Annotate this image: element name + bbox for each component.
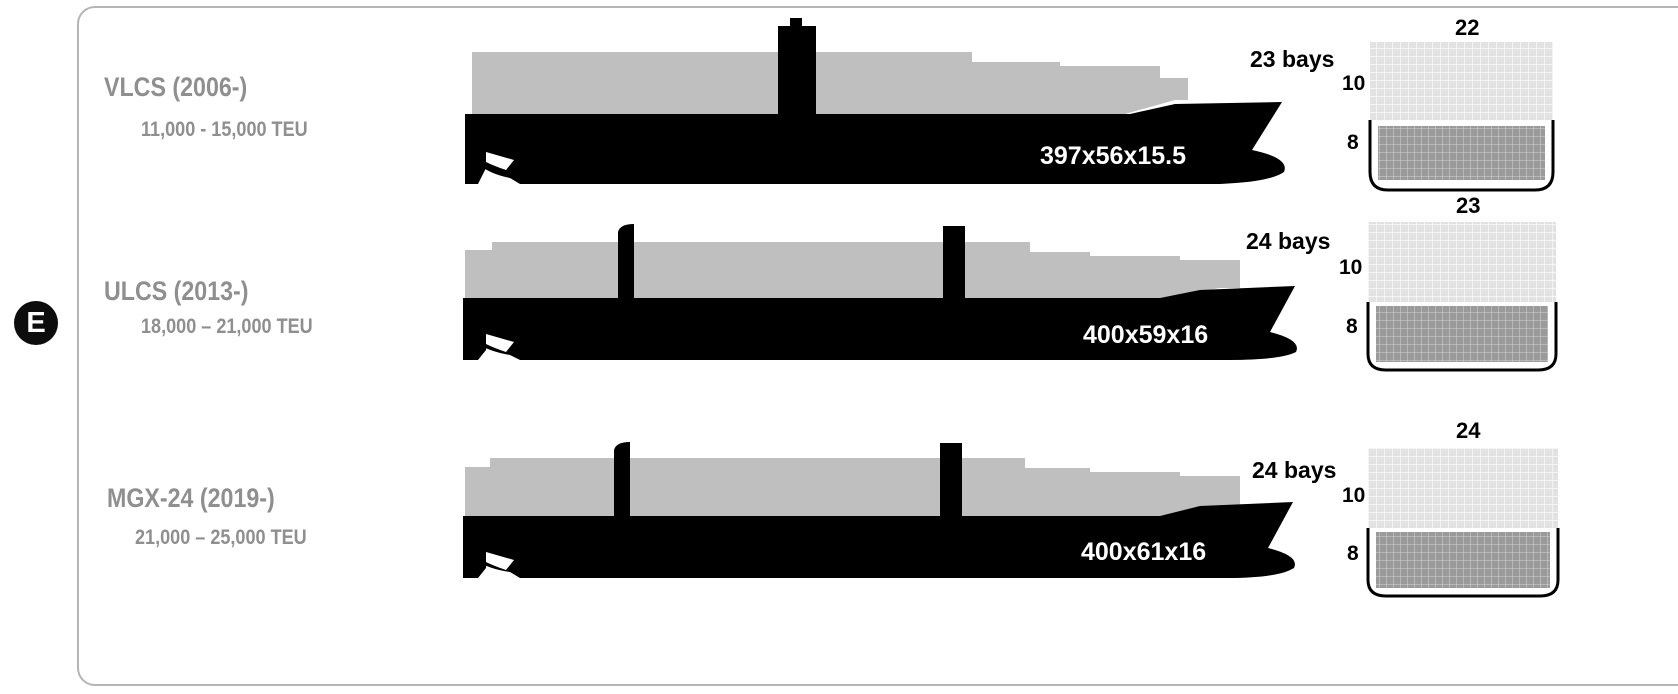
ship-ulcs: 400x59x16 24 bays 10 8 23 (463, 193, 1558, 372)
deck-cargo-silhouette (472, 52, 1188, 114)
hold-tier-count-mgx24: 8 (1347, 542, 1359, 565)
ship-dimensions-mgx24: 400x61x16 (1081, 538, 1206, 566)
row-count-vlcs: 22 (1455, 15, 1479, 40)
midship-section-mgx24 (1366, 448, 1560, 598)
bay-count-ulcs: 24 bays (1246, 228, 1330, 254)
hold-tier-count-ulcs: 8 (1346, 315, 1358, 338)
bay-count-vlcs: 23 bays (1250, 46, 1334, 72)
hull-silhouette (465, 18, 1285, 184)
hull-silhouette (463, 224, 1297, 360)
ship-dimensions-vlcs: 397x56x15.5 (1040, 142, 1186, 170)
hold-tier-count-vlcs: 8 (1347, 131, 1359, 154)
deck-tier-count-mgx24: 10 (1342, 484, 1365, 507)
midship-section-ulcs (1366, 222, 1558, 372)
deck-tier-count-ulcs: 10 (1339, 256, 1362, 279)
midship-section-vlcs (1368, 42, 1555, 192)
ship-class-name-vlcs: VLCS (2006-) (104, 72, 248, 102)
deck-cargo-silhouette (465, 458, 1240, 516)
ship-teu-range-vlcs: 11,000 - 15,000 TEU (141, 118, 308, 141)
hull-silhouette (463, 442, 1295, 578)
ship-dimensions-ulcs: 400x59x16 (1083, 321, 1208, 349)
deck-cargo-silhouette (465, 242, 1240, 298)
ship-teu-range-ulcs: 18,000 – 21,000 TEU (141, 315, 313, 338)
rudder-notch (486, 152, 514, 170)
ship-teu-range-mgx24: 21,000 – 25,000 TEU (135, 526, 307, 549)
ship-mgx24: 400x61x16 24 bays 10 8 24 (463, 418, 1560, 598)
ship-vlcs: 397x56x15.5 23 bays 10 8 22 (465, 15, 1555, 192)
deck-tier-count-vlcs: 10 (1342, 72, 1365, 95)
bay-count-mgx24: 24 bays (1252, 457, 1336, 483)
row-count-mgx24: 24 (1456, 418, 1481, 443)
section-badge: E (14, 301, 58, 345)
rudder-notch (486, 334, 514, 352)
row-count-ulcs: 23 (1456, 193, 1480, 218)
ship-class-name-ulcs: ULCS (2013-) (104, 276, 249, 306)
section-frame (77, 6, 1678, 686)
rudder-notch (486, 552, 514, 570)
ship-class-name-mgx24: MGX-24 (2019-) (107, 483, 275, 513)
